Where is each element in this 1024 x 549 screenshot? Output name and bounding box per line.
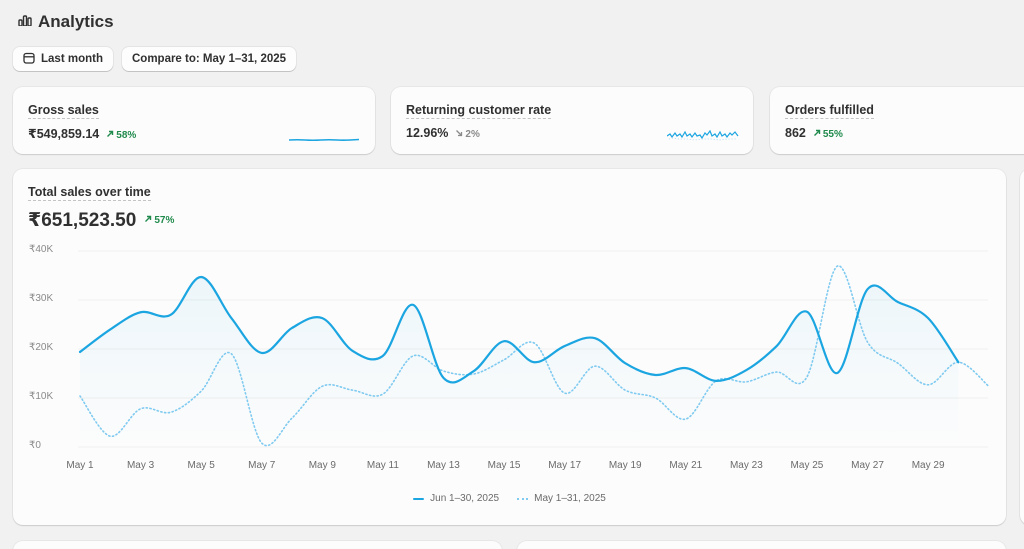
- x-tick-label: May 23: [729, 460, 763, 471]
- arrow-down-right-icon: [455, 129, 463, 140]
- delta-badge: 57%: [144, 215, 174, 226]
- line-chart[interactable]: [13, 169, 1006, 525]
- legend-item-comparison[interactable]: May 1–31, 2025: [517, 493, 606, 504]
- y-tick-label: ₹40K: [29, 244, 54, 255]
- metric-value: ₹549,859.14: [28, 127, 100, 141]
- arrow-up-right-icon: [144, 215, 152, 226]
- metric-card-gross-sales[interactable]: Gross sales ₹549,859.14 58%: [13, 87, 375, 154]
- bottom-card-right: [517, 541, 1006, 549]
- total-sales-value: ₹651,523.50: [28, 210, 137, 231]
- x-tick-label: May 25: [790, 460, 824, 471]
- x-tick-label: May 27: [851, 460, 884, 471]
- date-range-label: Last month: [41, 53, 103, 65]
- date-range-button[interactable]: Last month: [13, 47, 113, 71]
- metric-label: Orders fulfilled: [785, 103, 874, 119]
- legend-item-current[interactable]: Jun 1–30, 2025: [413, 493, 499, 504]
- compare-label: Compare to: May 1–31, 2025: [131, 53, 287, 65]
- legend-label: May 1–31, 2025: [534, 493, 606, 504]
- y-tick-label: ₹20K: [29, 342, 54, 353]
- x-tick-label: May 13: [427, 460, 460, 471]
- metric-value: 862: [785, 126, 806, 140]
- side-card: [1020, 169, 1024, 525]
- sparkline-gross-sales: [289, 138, 359, 142]
- arrow-up-right-icon: [813, 129, 821, 140]
- bar-chart-icon: [18, 13, 32, 31]
- x-tick-label: May 1: [66, 460, 94, 471]
- dotted-line-icon: [517, 497, 529, 500]
- page-title: Analytics: [38, 12, 114, 31]
- delta-badge: 58%: [106, 130, 136, 141]
- chart-title[interactable]: Total sales over time: [28, 185, 151, 201]
- chart-legend: Jun 1–30, 2025 May 1–31, 2025: [13, 493, 1006, 504]
- y-tick-label: ₹30K: [29, 293, 54, 304]
- metric-label: Gross sales: [28, 103, 99, 119]
- x-tick-label: May 5: [187, 460, 215, 471]
- x-tick-label: May 15: [487, 460, 521, 471]
- comparison-series-line[interactable]: [79, 265, 990, 447]
- arrow-up-right-icon: [106, 130, 114, 141]
- solid-line-icon: [413, 497, 425, 500]
- metric-label: Returning customer rate: [406, 103, 552, 119]
- sparkline-returning-customer-rate: [667, 129, 739, 141]
- delta-value: 58%: [116, 130, 137, 141]
- x-tick-label: May 19: [608, 460, 642, 471]
- page-header: Analytics: [18, 12, 114, 32]
- x-tick-label: May 9: [308, 460, 336, 471]
- x-tick-label: May 7: [248, 460, 276, 471]
- x-tick-label: May 21: [669, 460, 703, 471]
- total-sales-card: Total sales over time ₹651,523.50 57% ₹0…: [13, 169, 1006, 525]
- legend-label: Jun 1–30, 2025: [430, 493, 500, 504]
- current-series-line[interactable]: [78, 275, 960, 384]
- delta-badge: 55%: [813, 129, 843, 140]
- calendar-icon: [23, 52, 35, 67]
- delta-value: 2%: [465, 129, 480, 140]
- compare-button[interactable]: Compare to: May 1–31, 2025: [121, 47, 297, 71]
- metric-value: 12.96%: [406, 126, 449, 140]
- x-tick-label: May 29: [911, 460, 945, 471]
- metric-card-returning-customer-rate[interactable]: Returning customer rate 12.96% 2%: [391, 87, 753, 154]
- delta-value: 55%: [822, 129, 843, 140]
- x-tick-label: May 11: [366, 460, 399, 471]
- filter-bar: Last month Compare to: May 1–31, 2025: [13, 47, 297, 71]
- y-tick-label: ₹10K: [29, 391, 54, 402]
- y-tick-label: ₹0: [29, 440, 41, 451]
- metric-card-orders-fulfilled[interactable]: Orders fulfilled 862 55%: [770, 87, 1024, 154]
- x-tick-label: May 3: [126, 460, 155, 471]
- bottom-card-left: [13, 541, 502, 549]
- delta-badge: 2%: [455, 129, 480, 140]
- delta-value: 57%: [154, 215, 175, 226]
- x-tick-label: May 17: [548, 460, 582, 471]
